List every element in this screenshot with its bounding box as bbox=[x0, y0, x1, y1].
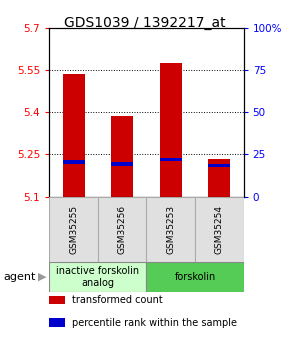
Text: forskolin: forskolin bbox=[174, 272, 216, 282]
Bar bbox=[146, 197, 195, 262]
Text: GDS1039 / 1392217_at: GDS1039 / 1392217_at bbox=[64, 16, 226, 30]
Bar bbox=[111, 162, 133, 166]
Text: percentile rank within the sample: percentile rank within the sample bbox=[72, 318, 238, 327]
Text: inactive forskolin
analog: inactive forskolin analog bbox=[56, 266, 139, 288]
Bar bbox=[209, 164, 230, 167]
Text: GSM35254: GSM35254 bbox=[215, 205, 224, 254]
Text: GSM35255: GSM35255 bbox=[69, 205, 78, 254]
Bar bbox=[160, 63, 182, 197]
Bar bbox=[146, 262, 244, 292]
Bar bbox=[160, 158, 182, 161]
Bar bbox=[98, 197, 146, 262]
Text: GSM35256: GSM35256 bbox=[118, 205, 127, 254]
Text: GSM35253: GSM35253 bbox=[166, 205, 175, 254]
Bar bbox=[49, 262, 146, 292]
Bar bbox=[209, 159, 230, 197]
Text: agent: agent bbox=[3, 272, 35, 282]
Bar bbox=[63, 74, 84, 197]
Text: transformed count: transformed count bbox=[72, 295, 163, 305]
Text: ▶: ▶ bbox=[38, 272, 46, 282]
Bar bbox=[111, 116, 133, 197]
Bar bbox=[195, 197, 244, 262]
Bar bbox=[63, 160, 84, 164]
Bar bbox=[49, 197, 98, 262]
